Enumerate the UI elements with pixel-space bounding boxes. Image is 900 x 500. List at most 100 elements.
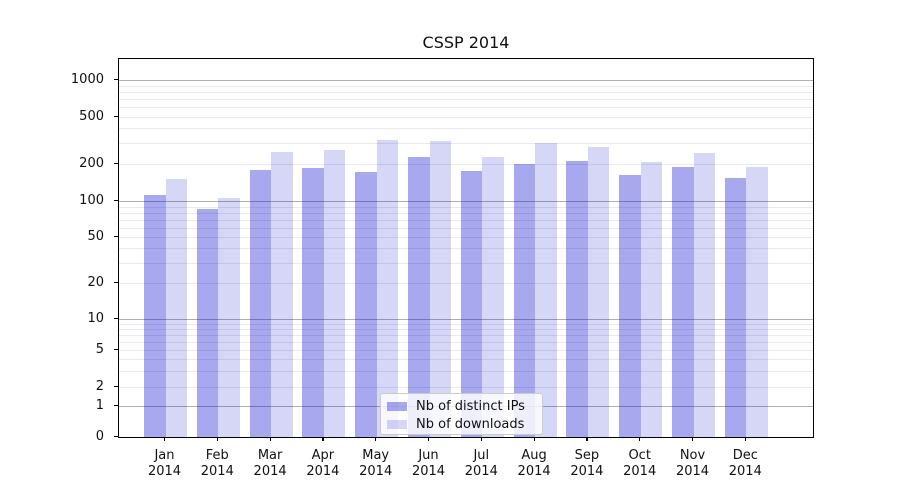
y-tick-mark-2 bbox=[114, 385, 118, 387]
gridline-8 bbox=[119, 329, 813, 330]
bar-nov-downloads bbox=[693, 153, 715, 437]
bar-oct-downloads bbox=[640, 162, 663, 437]
bar-apr-distinct-ips bbox=[302, 168, 324, 437]
x-tick-label-jul: Jul 2014 bbox=[464, 448, 498, 479]
x-tick-mark-mar bbox=[269, 437, 271, 441]
bar-dec-downloads bbox=[746, 167, 768, 437]
legend-swatch-icon bbox=[387, 420, 407, 429]
y-tick-mark-200 bbox=[114, 162, 118, 164]
y-tick-mark-5 bbox=[114, 348, 118, 350]
bar-jan-distinct-ips bbox=[144, 195, 166, 437]
bar-may-distinct-ips bbox=[355, 172, 377, 437]
x-tick-mark-sep bbox=[586, 437, 588, 441]
x-tick-mark-apr bbox=[322, 437, 324, 441]
gridline-900 bbox=[119, 85, 813, 87]
y-tick-label-500: 500 bbox=[79, 108, 104, 124]
gridline-800 bbox=[119, 91, 813, 93]
legend-item: Nb of downloads bbox=[387, 416, 536, 433]
x-tick-label-jun: Jun 2014 bbox=[411, 448, 446, 479]
bar-jun-downloads bbox=[429, 141, 451, 437]
y-tick-mark-500 bbox=[114, 115, 118, 117]
y-tick-mark-20 bbox=[114, 281, 118, 283]
bar-dec-distinct-ips bbox=[724, 177, 747, 437]
x-tick-label-aug: Aug 2014 bbox=[517, 448, 551, 479]
x-tick-mark-dec bbox=[744, 437, 746, 441]
y-tick-label-1000: 1000 bbox=[70, 71, 104, 87]
x-tick-mark-feb bbox=[216, 437, 218, 441]
x-tick-label-feb: Feb 2014 bbox=[200, 448, 234, 479]
bar-may-downloads bbox=[376, 139, 399, 437]
y-tick-mark-100 bbox=[114, 199, 118, 201]
x-tick-mark-oct bbox=[639, 437, 641, 441]
x-tick-mark-jun bbox=[428, 437, 430, 441]
gridline-4 bbox=[119, 359, 813, 360]
gridline-500 bbox=[119, 117, 813, 118]
gridline-30 bbox=[119, 262, 813, 264]
gridline-100 bbox=[119, 201, 813, 202]
y-tick-label-10: 10 bbox=[87, 310, 104, 326]
bar-apr-downloads bbox=[323, 149, 346, 437]
gridline-10 bbox=[119, 319, 813, 320]
gridline-80 bbox=[119, 212, 813, 214]
y-tick-label-100: 100 bbox=[79, 192, 104, 208]
x-tick-label-oct: Oct 2014 bbox=[623, 448, 657, 479]
gridline-200 bbox=[119, 164, 813, 165]
legend-item: Nb of distinct IPs bbox=[387, 398, 536, 415]
bar-jun-distinct-ips bbox=[408, 157, 430, 437]
x-tick-mark-jul bbox=[480, 437, 482, 441]
gridline-5 bbox=[119, 350, 813, 351]
y-tick-label-1: 1 bbox=[95, 397, 104, 413]
gridline-50 bbox=[119, 237, 813, 238]
x-tick-label-may: May 2014 bbox=[359, 448, 393, 479]
legend-label: Nb of downloads bbox=[416, 417, 525, 432]
bar-mar-distinct-ips bbox=[249, 170, 272, 437]
y-tick-label-20: 20 bbox=[87, 274, 104, 290]
bar-feb-downloads bbox=[218, 198, 240, 437]
bar-aug-downloads bbox=[535, 142, 557, 437]
gridline-600 bbox=[119, 107, 813, 109]
legend-swatch-icon bbox=[387, 402, 407, 411]
gridline-7 bbox=[119, 335, 813, 336]
x-tick-label-dec: Dec 2014 bbox=[728, 448, 762, 479]
y-tick-label-0: 0 bbox=[95, 428, 104, 444]
gridline-70 bbox=[119, 219, 813, 221]
bar-aug-distinct-ips bbox=[513, 164, 536, 437]
bar-feb-distinct-ips bbox=[196, 208, 219, 437]
gridline-20 bbox=[119, 283, 813, 284]
gridline-1000 bbox=[119, 80, 813, 81]
legend-label: Nb of distinct IPs bbox=[416, 399, 525, 414]
y-tick-label-5: 5 bbox=[95, 341, 104, 357]
gridline-400 bbox=[119, 128, 813, 130]
x-tick-mark-may bbox=[375, 437, 377, 441]
y-tick-mark-0 bbox=[114, 435, 118, 437]
plot-area: Nb of distinct IPs Nb of downloads bbox=[118, 58, 814, 438]
y-tick-mark-1000 bbox=[114, 78, 118, 80]
bar-sep-distinct-ips bbox=[566, 161, 588, 437]
bar-jan-downloads bbox=[165, 178, 187, 437]
gridline-6 bbox=[119, 341, 813, 343]
y-tick-mark-10 bbox=[114, 317, 118, 319]
x-tick-label-apr: Apr 2014 bbox=[306, 448, 340, 479]
bar-sep-downloads bbox=[587, 146, 610, 437]
x-tick-mark-nov bbox=[692, 437, 694, 441]
chart-title: CSSP 2014 bbox=[422, 33, 510, 52]
bar-oct-distinct-ips bbox=[619, 174, 641, 437]
y-tick-label-50: 50 bbox=[87, 228, 104, 244]
y-tick-label-200: 200 bbox=[79, 155, 104, 171]
gridline-3 bbox=[119, 370, 813, 372]
bar-mar-downloads bbox=[271, 152, 293, 437]
y-tick-mark-50 bbox=[114, 235, 118, 237]
bar-nov-distinct-ips bbox=[672, 166, 694, 437]
gridline-60 bbox=[119, 227, 813, 229]
gridline-40 bbox=[119, 248, 813, 250]
gridline-300 bbox=[119, 143, 813, 145]
x-tick-label-jan: Jan 2014 bbox=[147, 448, 182, 479]
gridline-2 bbox=[119, 387, 813, 388]
gridline-90 bbox=[119, 206, 813, 208]
x-tick-label-mar: Mar 2014 bbox=[253, 448, 287, 479]
gridline-9 bbox=[119, 323, 813, 325]
x-tick-label-sep: Sep 2014 bbox=[570, 448, 604, 479]
gridline-700 bbox=[119, 99, 813, 100]
legend: Nb of distinct IPs Nb of downloads bbox=[380, 393, 543, 435]
